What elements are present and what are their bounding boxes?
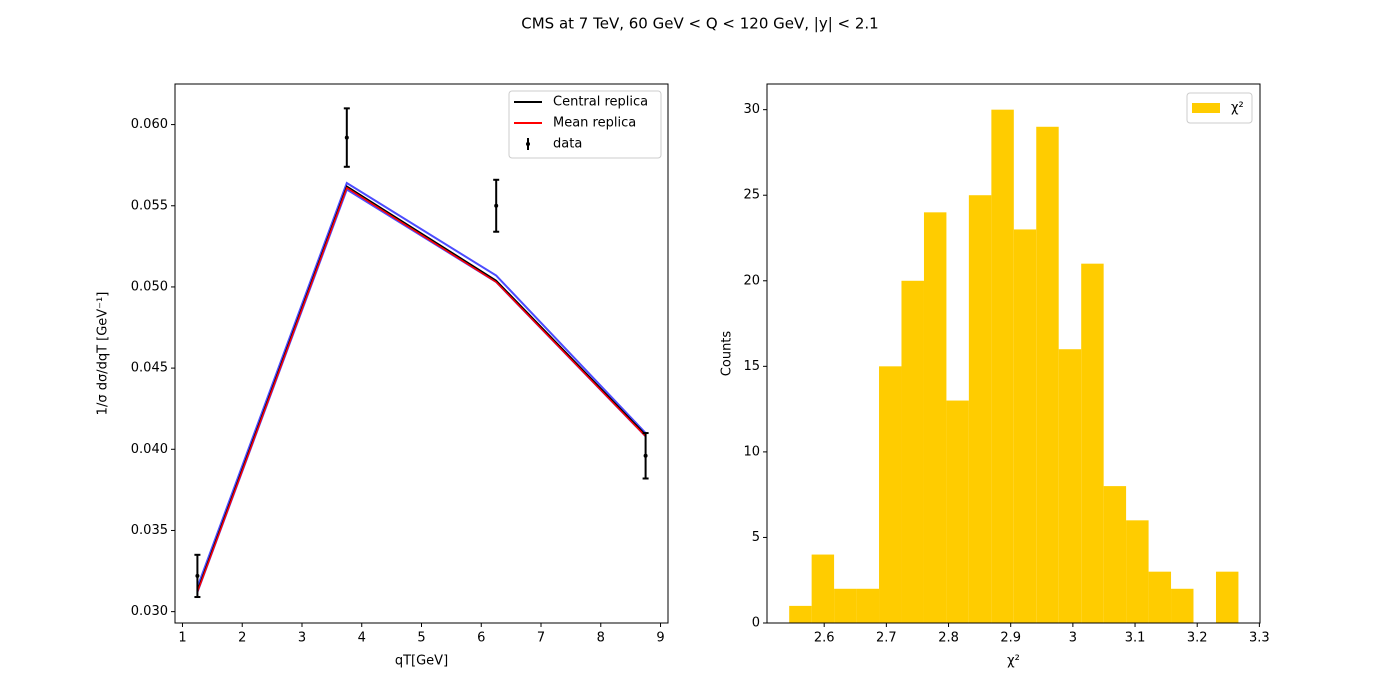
y-tick-label: 5 bbox=[752, 530, 760, 545]
series-line bbox=[196, 186, 647, 593]
x-tick-label: 3.1 bbox=[1125, 631, 1146, 646]
y-tick-label: 10 bbox=[743, 444, 760, 459]
bar bbox=[879, 366, 902, 623]
legend-swatch bbox=[1192, 103, 1220, 113]
x-tick-label: 2 bbox=[238, 631, 246, 646]
y-tick-label: 0.050 bbox=[131, 279, 168, 294]
x-tick-label: 9 bbox=[656, 631, 664, 646]
bar bbox=[789, 605, 812, 623]
band-edge bbox=[196, 188, 647, 593]
y-tick-label: 0.030 bbox=[131, 604, 168, 619]
x-tick-label: 6 bbox=[477, 631, 485, 646]
x-tick-label: 2.8 bbox=[938, 631, 959, 646]
x-axis-label: χ² bbox=[1007, 654, 1020, 669]
data-point bbox=[344, 135, 349, 140]
axes-frame bbox=[174, 83, 669, 624]
x-tick-label: 3 bbox=[1069, 631, 1077, 646]
bar bbox=[923, 212, 947, 624]
legend-label: χ² bbox=[1231, 101, 1244, 116]
bar bbox=[901, 280, 924, 623]
axes-frame bbox=[766, 83, 1261, 624]
y-tick-label: 20 bbox=[743, 273, 760, 288]
bar bbox=[1103, 486, 1127, 623]
x-tick-label: 1 bbox=[178, 631, 186, 646]
bar bbox=[811, 554, 835, 623]
x-tick-label: 3 bbox=[298, 631, 306, 646]
bar bbox=[1148, 571, 1172, 623]
bar bbox=[1215, 571, 1239, 623]
x-tick-label: 2.6 bbox=[814, 631, 835, 646]
data-point bbox=[643, 453, 648, 458]
bar bbox=[991, 109, 1014, 623]
x-tick-label: 2.7 bbox=[876, 631, 897, 646]
y-tick-label: 0.035 bbox=[131, 523, 168, 538]
y-tick-label: 0.055 bbox=[131, 198, 168, 213]
legend-swatch bbox=[526, 142, 530, 146]
figure-title: CMS at 7 TeV, 60 GeV < Q < 120 GeV, |y| … bbox=[521, 15, 878, 33]
bar bbox=[1171, 588, 1194, 623]
bar bbox=[856, 588, 880, 623]
bar bbox=[1013, 229, 1037, 623]
y-axis-label: 1/σ dσ/dqT [GeV⁻¹] bbox=[96, 292, 111, 416]
data-point bbox=[195, 573, 200, 578]
x-tick-label: 7 bbox=[537, 631, 545, 646]
bar bbox=[1036, 126, 1059, 624]
bar bbox=[946, 400, 969, 623]
y-tick-label: 15 bbox=[743, 359, 760, 374]
y-tick-label: 0.045 bbox=[131, 361, 168, 376]
bar bbox=[1126, 520, 1149, 623]
x-tick-label: 8 bbox=[597, 631, 605, 646]
y-tick-label: 0.060 bbox=[131, 117, 168, 132]
x-tick-label: 5 bbox=[417, 631, 425, 646]
bar bbox=[1081, 263, 1104, 623]
legend-box bbox=[508, 90, 662, 159]
bar bbox=[968, 195, 992, 623]
band-edge bbox=[196, 181, 647, 588]
y-axis-label: Counts bbox=[720, 331, 735, 377]
legend-label: Central replica bbox=[553, 95, 648, 110]
x-tick-label: 3.3 bbox=[1249, 631, 1270, 646]
x-tick-label: 3.2 bbox=[1187, 631, 1208, 646]
series-line bbox=[196, 185, 647, 591]
x-tick-label: 2.9 bbox=[1000, 631, 1021, 646]
y-tick-label: 25 bbox=[743, 188, 760, 203]
x-tick-label: 4 bbox=[358, 631, 366, 646]
y-tick-label: 0.040 bbox=[131, 442, 168, 457]
bar bbox=[834, 588, 857, 623]
data-point bbox=[494, 203, 499, 208]
legend-label: Mean replica bbox=[553, 116, 636, 131]
legend-label: data bbox=[553, 137, 582, 152]
y-tick-label: 30 bbox=[743, 102, 760, 117]
bar bbox=[1058, 349, 1082, 623]
x-axis-label: qT[GeV] bbox=[395, 654, 448, 669]
y-tick-label: 0 bbox=[752, 616, 760, 631]
